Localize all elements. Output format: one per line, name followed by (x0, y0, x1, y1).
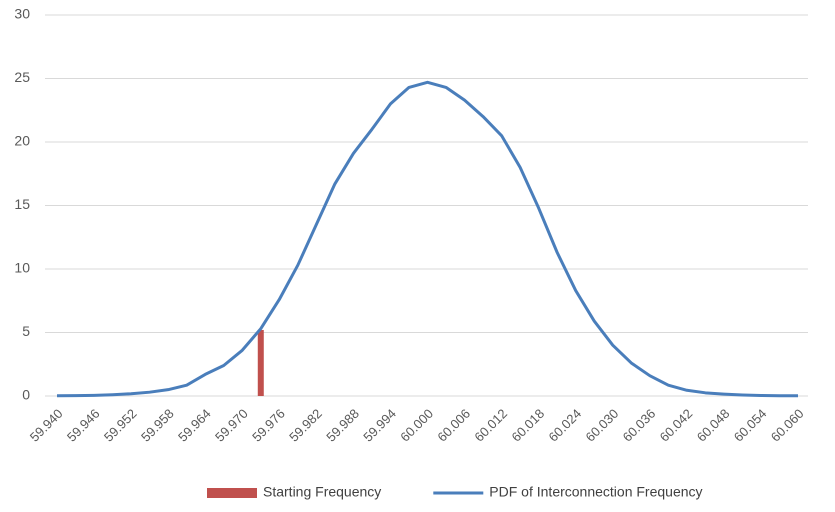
y-tick-label: 25 (14, 69, 30, 85)
x-tick-label: 59.940 (27, 406, 66, 445)
x-tick-label: 60.030 (583, 406, 622, 445)
x-tick-label: 59.946 (64, 406, 103, 445)
y-tick-label: 20 (14, 133, 30, 149)
legend-label: PDF of Interconnection Frequency (489, 484, 702, 500)
x-tick-label: 59.970 (212, 406, 251, 445)
x-tick-label: 59.982 (286, 406, 325, 445)
y-tick-label: 0 (22, 387, 30, 403)
x-tick-label: 60.018 (508, 406, 547, 445)
x-tick-label: 59.988 (323, 406, 362, 445)
x-tick-label: 59.964 (175, 406, 214, 445)
x-tick-label: 60.042 (657, 406, 696, 445)
x-tick-label: 60.060 (768, 406, 807, 445)
line (56, 80, 798, 398)
x-tick-label: 60.006 (434, 406, 473, 445)
x-tick-label: 60.048 (694, 406, 733, 445)
legend-swatch (207, 488, 257, 498)
x-tick-label: 59.976 (249, 406, 288, 445)
x-tick-label: 60.012 (471, 406, 510, 445)
y-tick-label: 15 (14, 196, 30, 212)
x-tick-label: 59.958 (138, 406, 177, 445)
y-tick-label: 30 (14, 6, 30, 22)
x-tick-label: 60.054 (731, 406, 770, 445)
bar (257, 329, 264, 396)
x-tick-label: 59.952 (101, 406, 140, 445)
y-tick-label: 5 (22, 323, 30, 339)
x-tick-label: 60.036 (620, 406, 659, 445)
y-tick-label: 10 (14, 260, 30, 276)
x-tick-label: 60.024 (546, 406, 585, 445)
x-tick-label: 60.000 (397, 406, 436, 445)
legend-label: Starting Frequency (263, 484, 381, 500)
x-tick-label: 59.994 (360, 406, 399, 445)
